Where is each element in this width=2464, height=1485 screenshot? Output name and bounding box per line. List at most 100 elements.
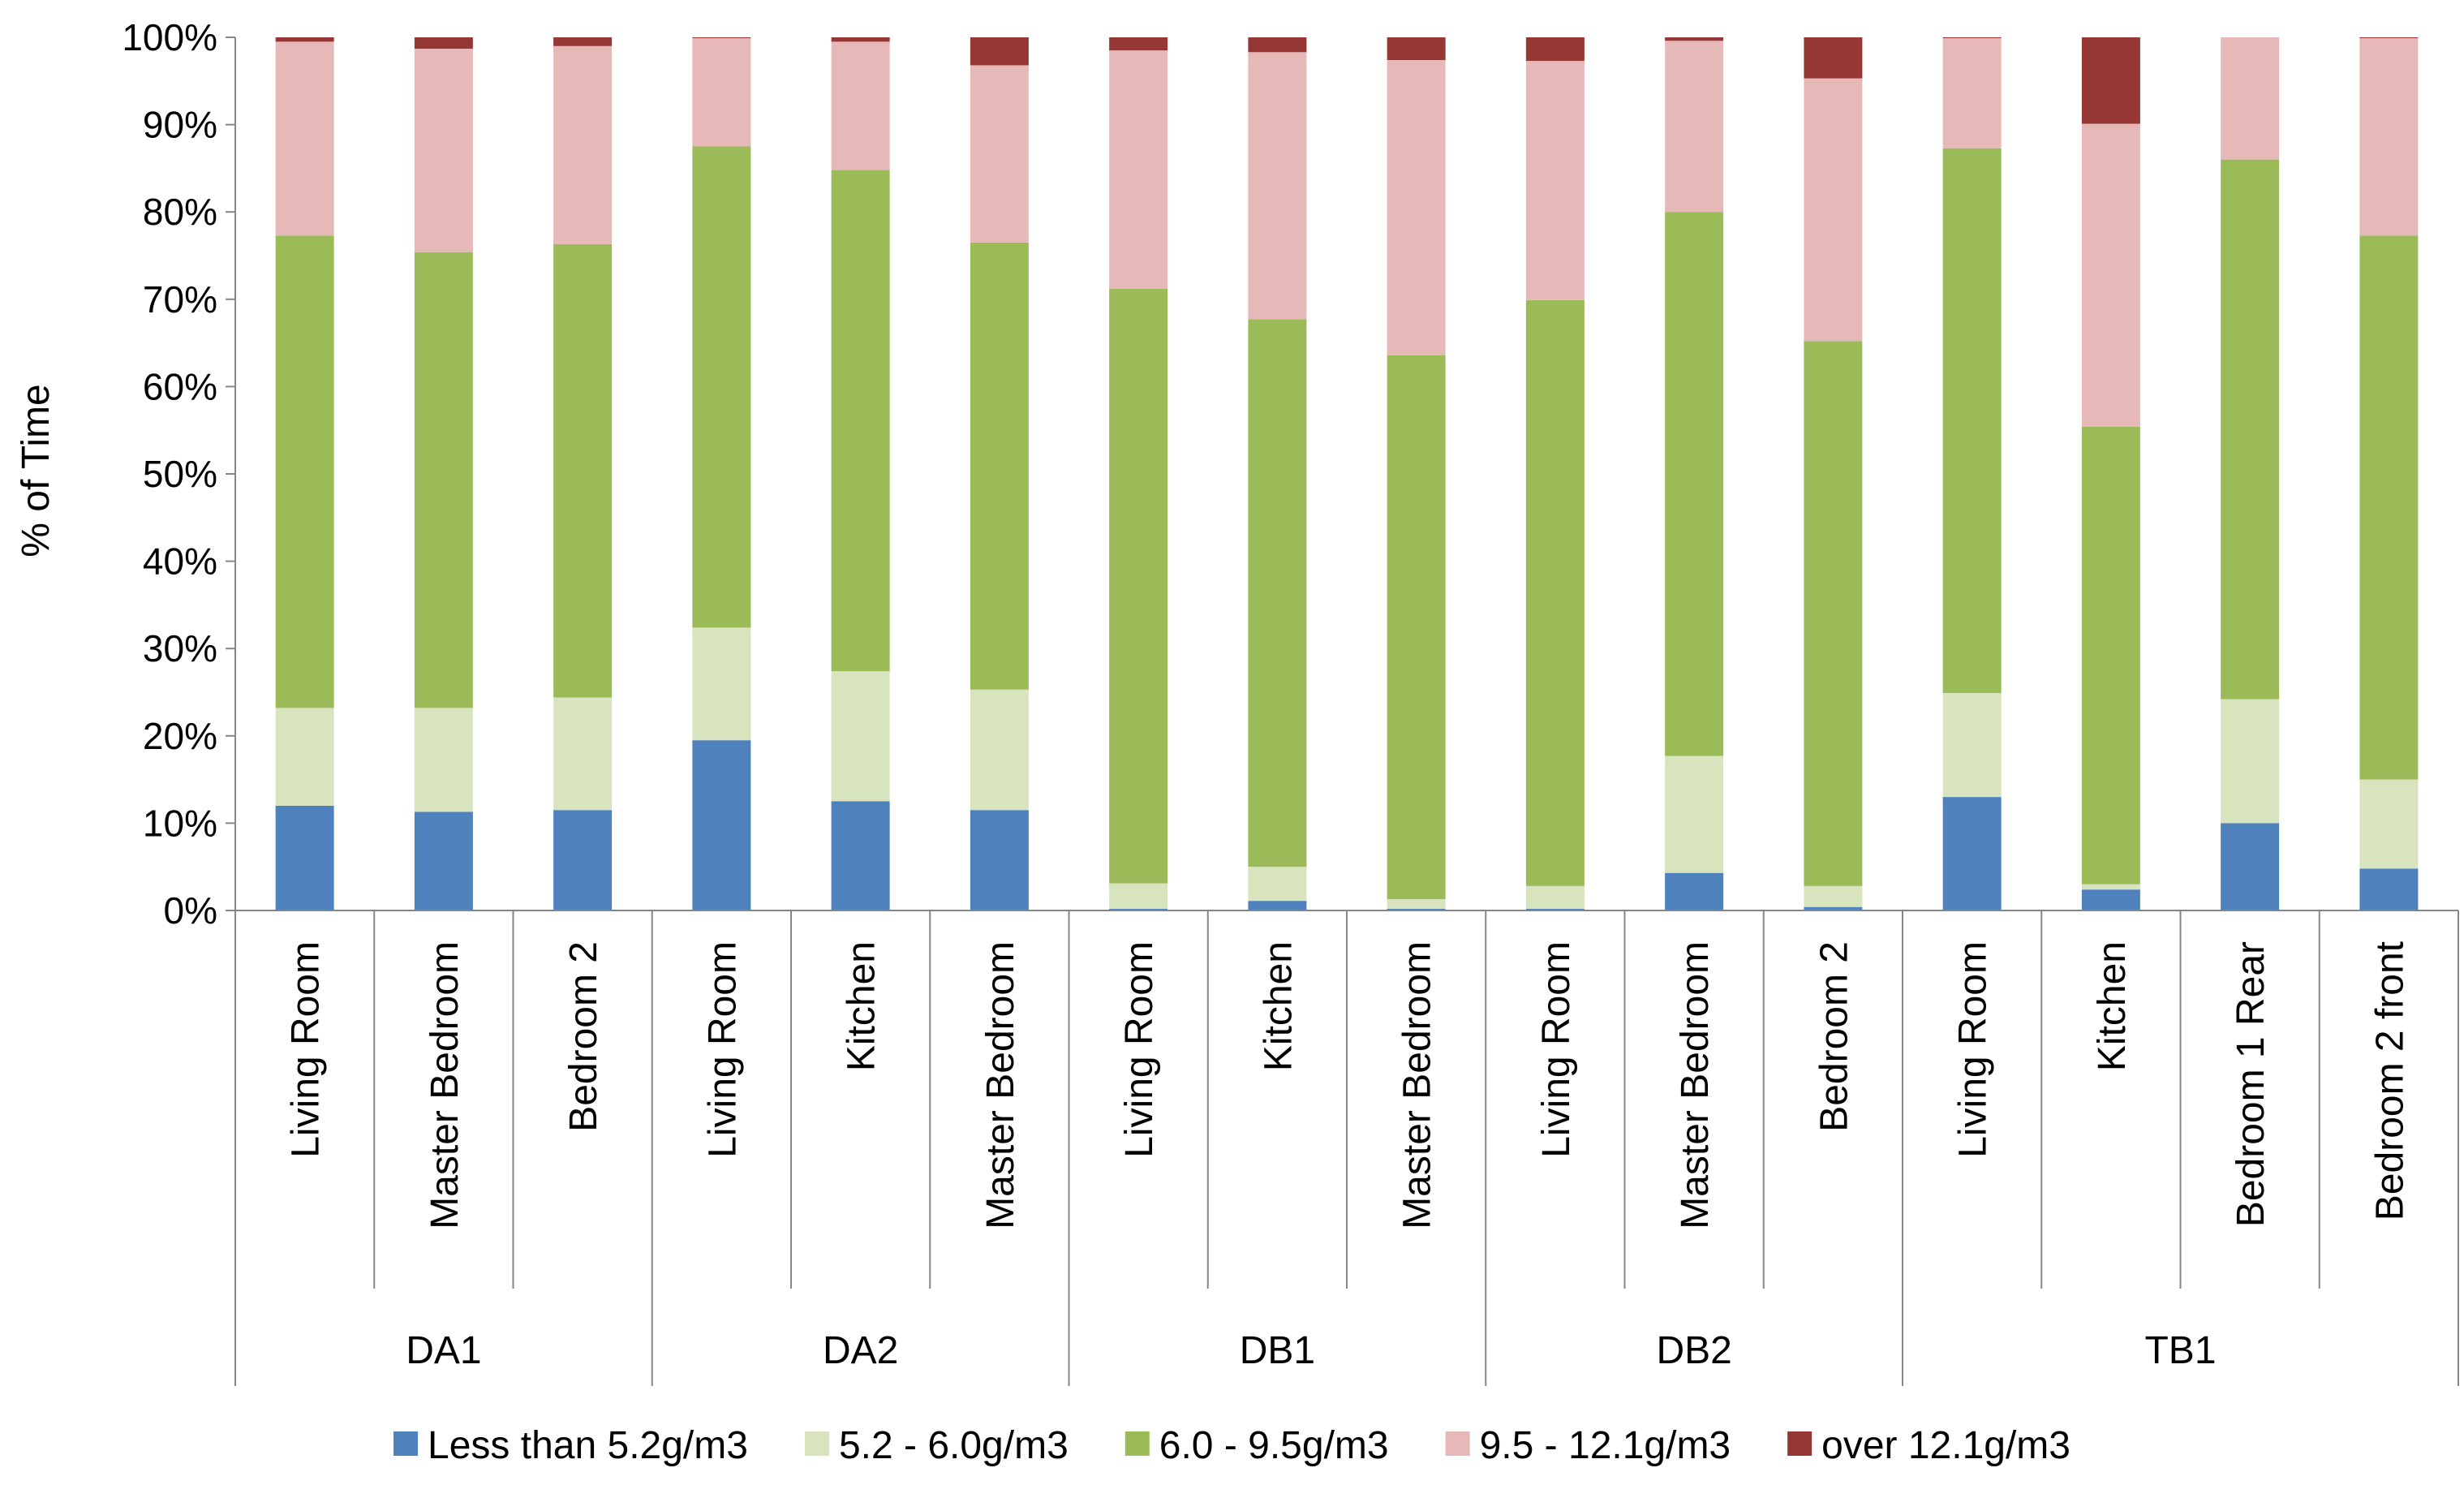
bar-segment-s3-c3 [692, 38, 751, 147]
bar-segment-s4-c10 [1665, 37, 1724, 41]
bar-segment-s3-c15 [2359, 38, 2419, 236]
x-category-label: Kitchen [1257, 941, 1300, 1071]
bar-segment-s1-c4 [831, 671, 890, 802]
bar-segment-s4-c0 [275, 37, 334, 42]
bar-segment-s0-c6 [1109, 908, 1168, 910]
bar-segment-s0-c15 [2359, 868, 2419, 910]
legend-swatch [1787, 1431, 1813, 1456]
x-category-label: Living Room [1952, 941, 1995, 1158]
bar-segment-s2-c5 [970, 242, 1029, 690]
bar-segment-s4-c5 [970, 37, 1029, 66]
x-category-label: Living Room [701, 941, 744, 1158]
legend: Less than 5.2g/m3 5.2 - 6.0g/m3 6.0 - 9.5g… [393, 1424, 2071, 1467]
bar-segment-s3-c14 [2221, 37, 2280, 160]
bar-segment-s1-c0 [275, 708, 334, 806]
bars-layer [275, 37, 2419, 910]
x-category-label: Master Bedroom [1396, 941, 1439, 1229]
x-category-label: Living Room [285, 941, 328, 1158]
bar-segment-s4-c8 [1387, 37, 1446, 60]
y-tick-label: 10% [143, 802, 217, 844]
x-category-label: Master Bedroom [1674, 941, 1717, 1229]
bar-segment-s4-c11 [1804, 37, 1863, 79]
x-category-label: Living Room [1118, 941, 1161, 1158]
y-tick-label: 100% [122, 16, 217, 58]
legend-label: 5.2 - 6.0g/m3 [839, 1424, 1069, 1467]
y-tick-label: 60% [143, 365, 217, 407]
bar-segment-s0-c0 [275, 805, 334, 910]
bar-segment-s3-c10 [1665, 41, 1724, 213]
bar-segment-s4-c7 [1248, 37, 1307, 53]
bar-segment-s3-c5 [970, 65, 1029, 243]
y-tick-label: 30% [143, 627, 217, 669]
x-category-label: Bedroom 2 front [2368, 941, 2411, 1220]
bar-segment-s0-c2 [553, 810, 613, 910]
x-group-label: DB1 [1240, 1329, 1315, 1372]
bar-segment-s0-c3 [692, 740, 751, 910]
bar-segment-s4-c4 [831, 37, 890, 42]
bar-segment-s0-c7 [1248, 901, 1307, 910]
y-tick-label: 90% [143, 104, 217, 146]
bar-segment-s0-c14 [2221, 823, 2280, 910]
x-group-label: TB1 [2144, 1329, 2216, 1372]
bar-segment-s3-c13 [2081, 123, 2140, 427]
bar-segment-s3-c4 [831, 41, 890, 170]
bar-segment-s2-c6 [1109, 288, 1168, 884]
bar-segment-s4-c9 [1525, 37, 1585, 62]
y-tick-label: 70% [143, 278, 217, 321]
y-tick-label: 0% [164, 889, 217, 932]
bar-segment-s4-c3 [692, 37, 751, 39]
bar-segment-s1-c13 [2081, 884, 2140, 890]
bar-segment-s3-c2 [553, 45, 613, 245]
bar-segment-s1-c8 [1387, 899, 1446, 909]
x-group-label: DB2 [1656, 1329, 1731, 1372]
bar-segment-s3-c11 [1804, 78, 1863, 342]
bar-segment-s1-c1 [414, 708, 473, 812]
y-axis-label: % of Time [15, 384, 58, 557]
bar-segment-s1-c9 [1525, 885, 1585, 909]
x-category-label: Kitchen [2091, 941, 2134, 1071]
bar-segment-s3-c8 [1387, 59, 1446, 355]
bar-segment-s2-c9 [1525, 299, 1585, 886]
bar-segment-s2-c0 [275, 235, 334, 708]
bar-segment-s1-c11 [1804, 885, 1863, 907]
bar-segment-s0-c9 [1525, 908, 1585, 910]
bar-segment-s3-c12 [1942, 38, 2002, 148]
legend-swatch [1445, 1431, 1470, 1456]
bar-segment-s3-c6 [1109, 50, 1168, 289]
legend-label: Less than 5.2g/m3 [428, 1424, 748, 1467]
bar-segment-s2-c3 [692, 146, 751, 628]
bar-segment-s2-c12 [1942, 148, 2002, 694]
bar-segment-s2-c7 [1248, 319, 1307, 867]
legend-label: over 12.1g/m3 [1821, 1424, 2071, 1467]
x-group-label: DA2 [823, 1329, 898, 1372]
bar-segment-s0-c1 [414, 811, 473, 910]
bar-segment-s0-c11 [1804, 906, 1863, 910]
bar-segment-s2-c15 [2359, 235, 2419, 780]
bar-segment-s1-c5 [970, 689, 1029, 811]
bar-segment-s3-c1 [414, 48, 473, 252]
bar-segment-s2-c2 [553, 244, 613, 698]
legend-swatch [804, 1431, 829, 1456]
legend-swatch [393, 1431, 419, 1456]
y-axis: 0% 10% 20% 30% 40% 50% 60% 70% 80% 90% 100% [122, 16, 236, 932]
bar-segment-s2-c13 [2081, 426, 2140, 885]
bar-segment-s2-c11 [1804, 341, 1863, 886]
bar-segment-s3-c0 [275, 41, 334, 236]
legend-swatch [1124, 1431, 1150, 1456]
legend-label: 9.5 - 12.1g/m3 [1480, 1424, 1731, 1467]
x-axis: Living Room Master Bedroom Bedroom 2 Living… [234, 910, 2459, 1386]
bar-segment-s0-c5 [970, 810, 1029, 910]
bar-segment-s1-c15 [2359, 779, 2419, 869]
bar-segment-s2-c10 [1665, 212, 1724, 756]
bar-segment-s0-c4 [831, 801, 890, 910]
bar-segment-s1-c12 [1942, 693, 2002, 798]
x-category-label: Master Bedroom [979, 941, 1022, 1229]
bar-segment-s1-c10 [1665, 755, 1724, 873]
bar-segment-s1-c14 [2221, 699, 2280, 824]
bar-segment-s1-c3 [692, 627, 751, 741]
bar-segment-s0-c12 [1942, 797, 2002, 910]
x-category-label: Bedroom 1 Rear [2230, 941, 2273, 1227]
bar-segment-s4-c15 [2359, 37, 2419, 39]
x-category-label: Bedroom 2 [562, 941, 605, 1132]
